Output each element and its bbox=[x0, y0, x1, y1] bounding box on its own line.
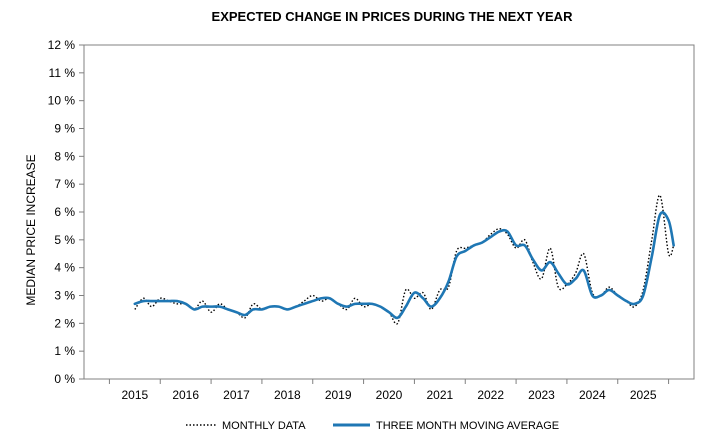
plot-area-border bbox=[83, 44, 695, 380]
legend-label-monthly: MONTHLY DATA bbox=[222, 420, 306, 432]
monthly-data-line bbox=[134, 194, 675, 325]
y-tick-label: 10 % bbox=[48, 94, 76, 108]
legend-label-moving-average: THREE MONTH MOVING AVERAGE bbox=[376, 420, 559, 432]
y-tick-label: 12 % bbox=[48, 38, 76, 52]
y-axis-ticks: 0 % 1 % 2 % 3 % 4 % 5 % 6 % 7 % 8 % 9 % 10 % 11 % 12… bbox=[48, 38, 84, 386]
y-tick-label: 1 % bbox=[54, 344, 75, 358]
moving-average-line bbox=[133, 211, 675, 320]
x-tick-label: 2021 bbox=[426, 388, 453, 402]
x-tick-label: 2023 bbox=[528, 388, 555, 402]
y-tick-label: 8 % bbox=[54, 149, 75, 163]
series-layer bbox=[133, 194, 675, 325]
x-tick-label: 2016 bbox=[172, 388, 199, 402]
y-tick-label: 4 % bbox=[54, 261, 75, 275]
y-axis-title: MEDIAN PRICE INCREASE bbox=[24, 154, 38, 305]
y-tick-label: 6 % bbox=[54, 205, 75, 219]
x-tick-label: 2025 bbox=[630, 388, 657, 402]
x-axis-ticks: 2015 2016 2017 2018 2019 2020 2021 2022 2023 2024… bbox=[108, 379, 670, 402]
plot-frame bbox=[83, 44, 695, 380]
x-tick-label: 2015 bbox=[121, 388, 148, 402]
y-tick-label: 9 % bbox=[54, 122, 75, 136]
x-tick-label: 2022 bbox=[477, 388, 504, 402]
legend: MONTHLY DATA THREE MONTH MOVING AVERAGE bbox=[186, 420, 559, 432]
y-tick-label: 11 % bbox=[49, 66, 76, 80]
y-tick-label: 3 % bbox=[54, 289, 75, 303]
y-tick-label: 0 % bbox=[54, 372, 75, 386]
x-tick-label: 2017 bbox=[223, 388, 250, 402]
x-tick-label: 2019 bbox=[325, 388, 352, 402]
y-tick-label: 7 % bbox=[54, 177, 75, 191]
x-tick-label: 2020 bbox=[376, 388, 403, 402]
y-tick-label: 5 % bbox=[54, 233, 75, 247]
y-tick-label: 2 % bbox=[54, 316, 75, 330]
chart-title: EXPECTED CHANGE IN PRICES DURING THE NEX… bbox=[212, 9, 574, 24]
x-tick-label: 2024 bbox=[579, 388, 606, 402]
x-tick-label: 2018 bbox=[274, 388, 301, 402]
